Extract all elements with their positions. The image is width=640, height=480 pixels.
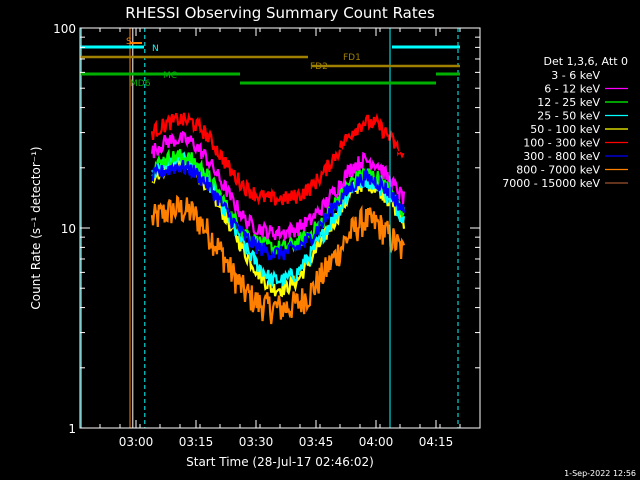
legend-entry-label: 3 - 6 keV (551, 69, 600, 82)
annotation-label-mc: MC (163, 71, 177, 81)
annotation-label-fd1: FD1 (343, 53, 361, 63)
series-line-6 (151, 159, 406, 261)
series-line-0 (151, 62, 405, 154)
legend-entry-label: 100 - 300 keV (523, 137, 600, 150)
x-tick-label: 03:45 (299, 435, 334, 449)
annotation-label-n: N (152, 44, 159, 54)
legend-entry-label: 12 - 25 keV (537, 96, 600, 109)
legend-entry-label: 25 - 50 keV (537, 110, 600, 123)
series-line-1 (150, 130, 406, 242)
legend-entry-label: 300 - 800 keV (523, 150, 600, 163)
annotation-label-fd2: FD2 (310, 62, 328, 72)
legend-entry-label: 7000 - 15000 keV (502, 177, 600, 190)
x-tick-label: 04:00 (359, 435, 394, 449)
y-axis-label: Count Rate (s⁻¹ detector⁻¹) (29, 146, 43, 309)
x-tick-label: 04:15 (419, 435, 454, 449)
annotation-label-s: S (126, 37, 132, 47)
legend-title: Det 1,3,6, Att 0 (544, 55, 628, 68)
y-tick-label: 1 (68, 422, 76, 436)
legend-entry-label: 50 - 100 keV (530, 123, 600, 136)
y-tick-label: 100 (53, 22, 76, 36)
series-line-5 (150, 111, 405, 206)
legend-entry-label: 800 - 7000 keV (516, 164, 600, 177)
x-tick-label: 03:30 (239, 435, 274, 449)
series-line-7 (150, 194, 406, 325)
x-tick-label: 03:15 (179, 435, 214, 449)
y-tick-label: 10 (61, 222, 76, 236)
x-axis-label: Start Time (28-Jul-17 02:46:02) (186, 455, 374, 469)
chart-title: RHESSI Observing Summary Count Rates (125, 4, 435, 22)
x-tick-label: 03:00 (119, 435, 154, 449)
legend-entry-label: 6 - 12 keV (544, 83, 600, 96)
annotation-label-md6: MD6 (130, 79, 151, 89)
footer-date: 1-Sep-2022 12:56 (564, 469, 636, 478)
